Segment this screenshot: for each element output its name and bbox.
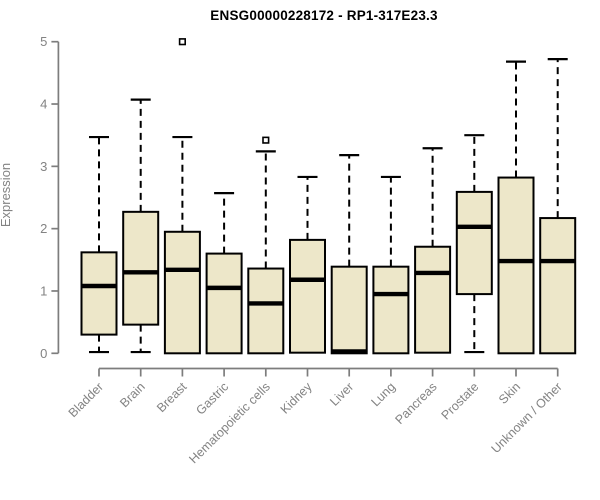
box-breast-outlier-point [178, 38, 187, 46]
x-tick-label-unknown-other: Unknown / Other [489, 380, 565, 456]
x-tick-label-hematopoietic-cells: Hematopoietic cells [186, 380, 273, 467]
x-tick-label-skin: Skin [496, 380, 523, 407]
x-tick-label-bladder: Bladder [66, 380, 106, 420]
x-tick-label-gastric: Gastric [193, 380, 231, 418]
box-unknown-other [539, 217, 577, 355]
box-lung [372, 265, 410, 355]
box-hematopoietic-cells [247, 267, 285, 355]
box-kidney [289, 238, 326, 354]
y-tick-label: 4 [40, 97, 47, 112]
x-tick-label-breast: Breast [154, 379, 190, 415]
x-tick-label-kidney: Kidney [278, 379, 315, 416]
y-tick-label: 0 [40, 346, 47, 361]
chart-title: ENSG00000228172 - RP1-317E23.3 [210, 8, 438, 23]
box-gastric [205, 252, 243, 355]
y-tick-label: 2 [40, 221, 47, 236]
box-prostate [455, 190, 493, 296]
box-brain [122, 210, 160, 326]
y-tick-label: 3 [40, 159, 47, 174]
y-axis-title: Expression [0, 163, 13, 227]
box-hematopoietic-cells-outlier-point [262, 136, 270, 144]
box-bladder [80, 251, 118, 336]
box-breast [163, 230, 201, 355]
y-tick-label: 5 [40, 34, 47, 49]
box-pancreas [414, 245, 452, 354]
x-tick-label-pancreas: Pancreas [392, 380, 439, 427]
x-tick-label-lung: Lung [368, 380, 398, 410]
y-tick-label: 1 [40, 283, 47, 298]
box-skin [497, 176, 535, 355]
box-liver [330, 265, 368, 355]
x-tick-label-liver: Liver [327, 380, 356, 409]
x-tick-label-brain: Brain [117, 380, 148, 411]
x-tick-label-prostate: Prostate [439, 380, 482, 423]
